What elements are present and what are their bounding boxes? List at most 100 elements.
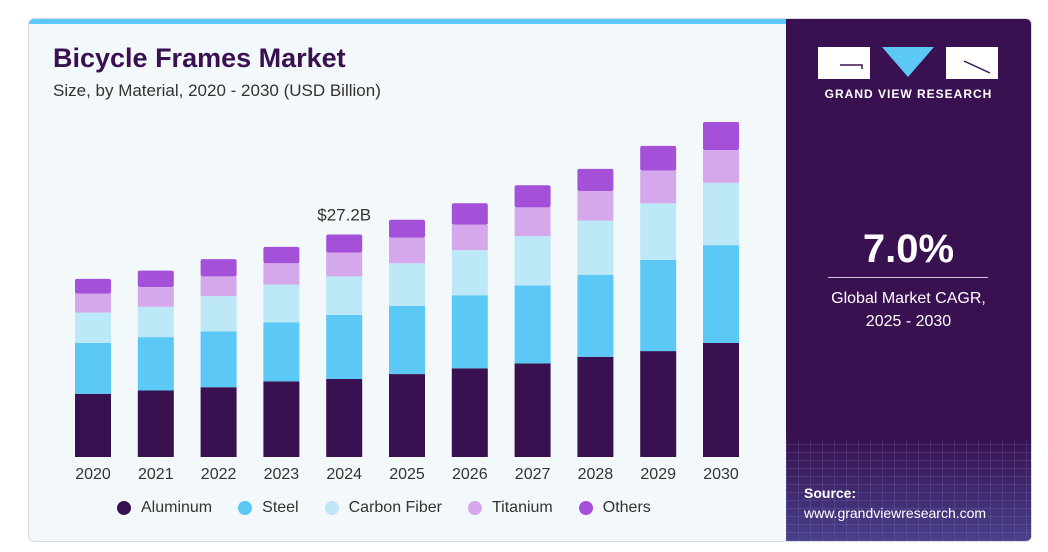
bar-segment-carbon-fiber-2029 <box>640 203 677 260</box>
bar-segment-carbon-fiber-2021 <box>137 306 174 338</box>
legend-item-carbon-fiber: Carbon Fiber <box>324 499 442 517</box>
bar-segment-aluminum-2026 <box>451 368 488 457</box>
x-tick-label: 2026 <box>452 466 488 483</box>
x-tick-label: 2024 <box>326 466 362 483</box>
x-tick-label: 2028 <box>578 466 614 483</box>
bar-segment-steel-2025 <box>389 305 425 375</box>
bar-segment-others-2023 <box>263 246 300 264</box>
bar-segment-carbon-fiber-2028 <box>577 220 614 275</box>
bar-segment-others-2022 <box>200 259 237 277</box>
source: Source: www.grandviewresearch.com <box>804 483 986 523</box>
bar-segment-others-2020 <box>75 278 111 294</box>
legend-item-titanium: Titanium <box>467 499 553 517</box>
cagr-label-line2: 2025 - 2030 <box>865 313 952 330</box>
x-tick-label: 2022 <box>201 466 237 483</box>
x-tick-label: 2029 <box>640 466 676 483</box>
bar-segment-steel-2022 <box>200 331 237 388</box>
legend-swatch <box>117 501 131 515</box>
bar-segment-steel-2021 <box>137 337 174 391</box>
gvr-logo <box>818 47 998 79</box>
bar-segment-aluminum-2025 <box>389 374 425 457</box>
bar-segment-titanium-2029 <box>640 170 677 204</box>
bar-segment-steel-2029 <box>640 259 677 352</box>
cagr-label: Global Market CAGR, 2025 - 2030 <box>786 287 1031 333</box>
x-tick-label: 2020 <box>75 466 111 483</box>
bar-segment-steel-2026 <box>451 295 488 369</box>
x-tick-label: 2023 <box>264 466 300 483</box>
legend-label: Aluminum <box>141 499 213 516</box>
legend-item-others: Others <box>578 499 651 517</box>
bar-segment-others-2024 <box>326 234 363 253</box>
legend-swatch <box>578 501 593 515</box>
bar-segment-titanium-2024 <box>326 252 363 277</box>
decorative-grid <box>786 439 1031 541</box>
bar-segment-aluminum-2024 <box>326 379 363 457</box>
cagr-value: 7.0% <box>862 227 955 271</box>
bar-segment-steel-2020 <box>75 342 111 394</box>
info-panel: GRAND VIEW RESEARCH 7.0% Global Market C… <box>786 19 1031 541</box>
bar-segment-others-2021 <box>137 270 174 288</box>
bar-segment-titanium-2021 <box>137 287 174 307</box>
bar-segment-steel-2024 <box>326 314 363 380</box>
source-url: www.grandviewresearch.com <box>804 505 987 521</box>
data-label: $27.2B <box>317 206 371 225</box>
x-tick-label: 2021 <box>138 466 174 483</box>
bar-segment-aluminum-2030 <box>703 342 739 457</box>
bar-segment-others-2028 <box>577 168 614 191</box>
chart-title: Bicycle Frames Market <box>53 43 346 73</box>
bar-segment-aluminum-2027 <box>514 363 551 457</box>
bar-segment-steel-2023 <box>263 322 300 382</box>
bar-segment-aluminum-2021 <box>137 390 174 457</box>
bar-segment-others-2029 <box>640 145 677 171</box>
bar-segment-carbon-fiber-2023 <box>263 284 300 323</box>
chart-card: Bicycle Frames Market Size, by Material,… <box>28 18 1032 542</box>
chart-subtitle: Size, by Material, 2020 - 2030 (USD Bill… <box>53 81 381 100</box>
legend: Aluminum Steel Carbon Fiber Titanium Others <box>117 499 651 517</box>
bar-segment-others-2030 <box>703 122 739 150</box>
bar-segment-titanium-2026 <box>451 224 488 251</box>
brand-name: GRAND VIEW RESEARCH <box>824 87 993 101</box>
legend-swatch <box>467 501 482 515</box>
bar-segment-steel-2027 <box>514 285 551 364</box>
bar-segment-others-2026 <box>451 203 488 225</box>
bar-segment-carbon-fiber-2030 <box>703 182 739 246</box>
cagr-label-line1: Global Market CAGR, <box>831 290 986 307</box>
bar-segment-others-2027 <box>514 185 551 208</box>
bar-segment-titanium-2025 <box>389 237 425 264</box>
bar-segment-titanium-2027 <box>514 207 551 237</box>
bar-segment-aluminum-2028 <box>577 356 614 457</box>
bar-segment-carbon-fiber-2025 <box>389 263 425 306</box>
bar-segment-aluminum-2022 <box>200 387 237 457</box>
bar-segment-titanium-2028 <box>577 190 614 221</box>
legend-item-aluminum: Aluminum <box>117 499 212 517</box>
bar-segment-titanium-2023 <box>263 263 300 285</box>
source-label: Source: <box>804 485 857 501</box>
bar-segment-carbon-fiber-2020 <box>75 312 111 343</box>
legend-label: Steel <box>262 499 299 516</box>
bar-segment-aluminum-2023 <box>263 381 300 457</box>
legend-label: Others <box>602 499 651 516</box>
bar-segment-carbon-fiber-2024 <box>326 276 363 315</box>
x-tick-label: 2027 <box>515 466 551 483</box>
bar-segment-titanium-2020 <box>75 293 111 313</box>
legend-label: Titanium <box>491 499 553 516</box>
bar-segment-titanium-2030 <box>703 149 739 183</box>
bar-segment-titanium-2022 <box>200 276 237 297</box>
bar-segment-steel-2030 <box>703 245 739 343</box>
bar-chart: 2020 2021 2022 2023 2024 $27.2B 2025 2026 2027 20… <box>75 122 739 483</box>
x-tick-label: 2030 <box>703 466 739 483</box>
accent-stripe <box>29 19 786 24</box>
bar-segment-carbon-fiber-2026 <box>451 250 488 296</box>
legend-item-steel: Steel <box>238 499 299 517</box>
bar-segment-aluminum-2029 <box>640 351 677 457</box>
bar-segment-steel-2028 <box>577 274 614 357</box>
bar-segment-carbon-fiber-2022 <box>200 296 237 332</box>
bar-segment-others-2025 <box>389 219 425 238</box>
bar-segment-aluminum-2020 <box>75 393 111 457</box>
bar-segment-carbon-fiber-2027 <box>514 236 551 286</box>
legend-label: Carbon Fiber <box>348 499 442 516</box>
legend-swatch <box>238 501 253 515</box>
x-tick-label: 2025 <box>389 466 425 483</box>
divider <box>828 277 988 278</box>
legend-swatch <box>324 501 339 515</box>
